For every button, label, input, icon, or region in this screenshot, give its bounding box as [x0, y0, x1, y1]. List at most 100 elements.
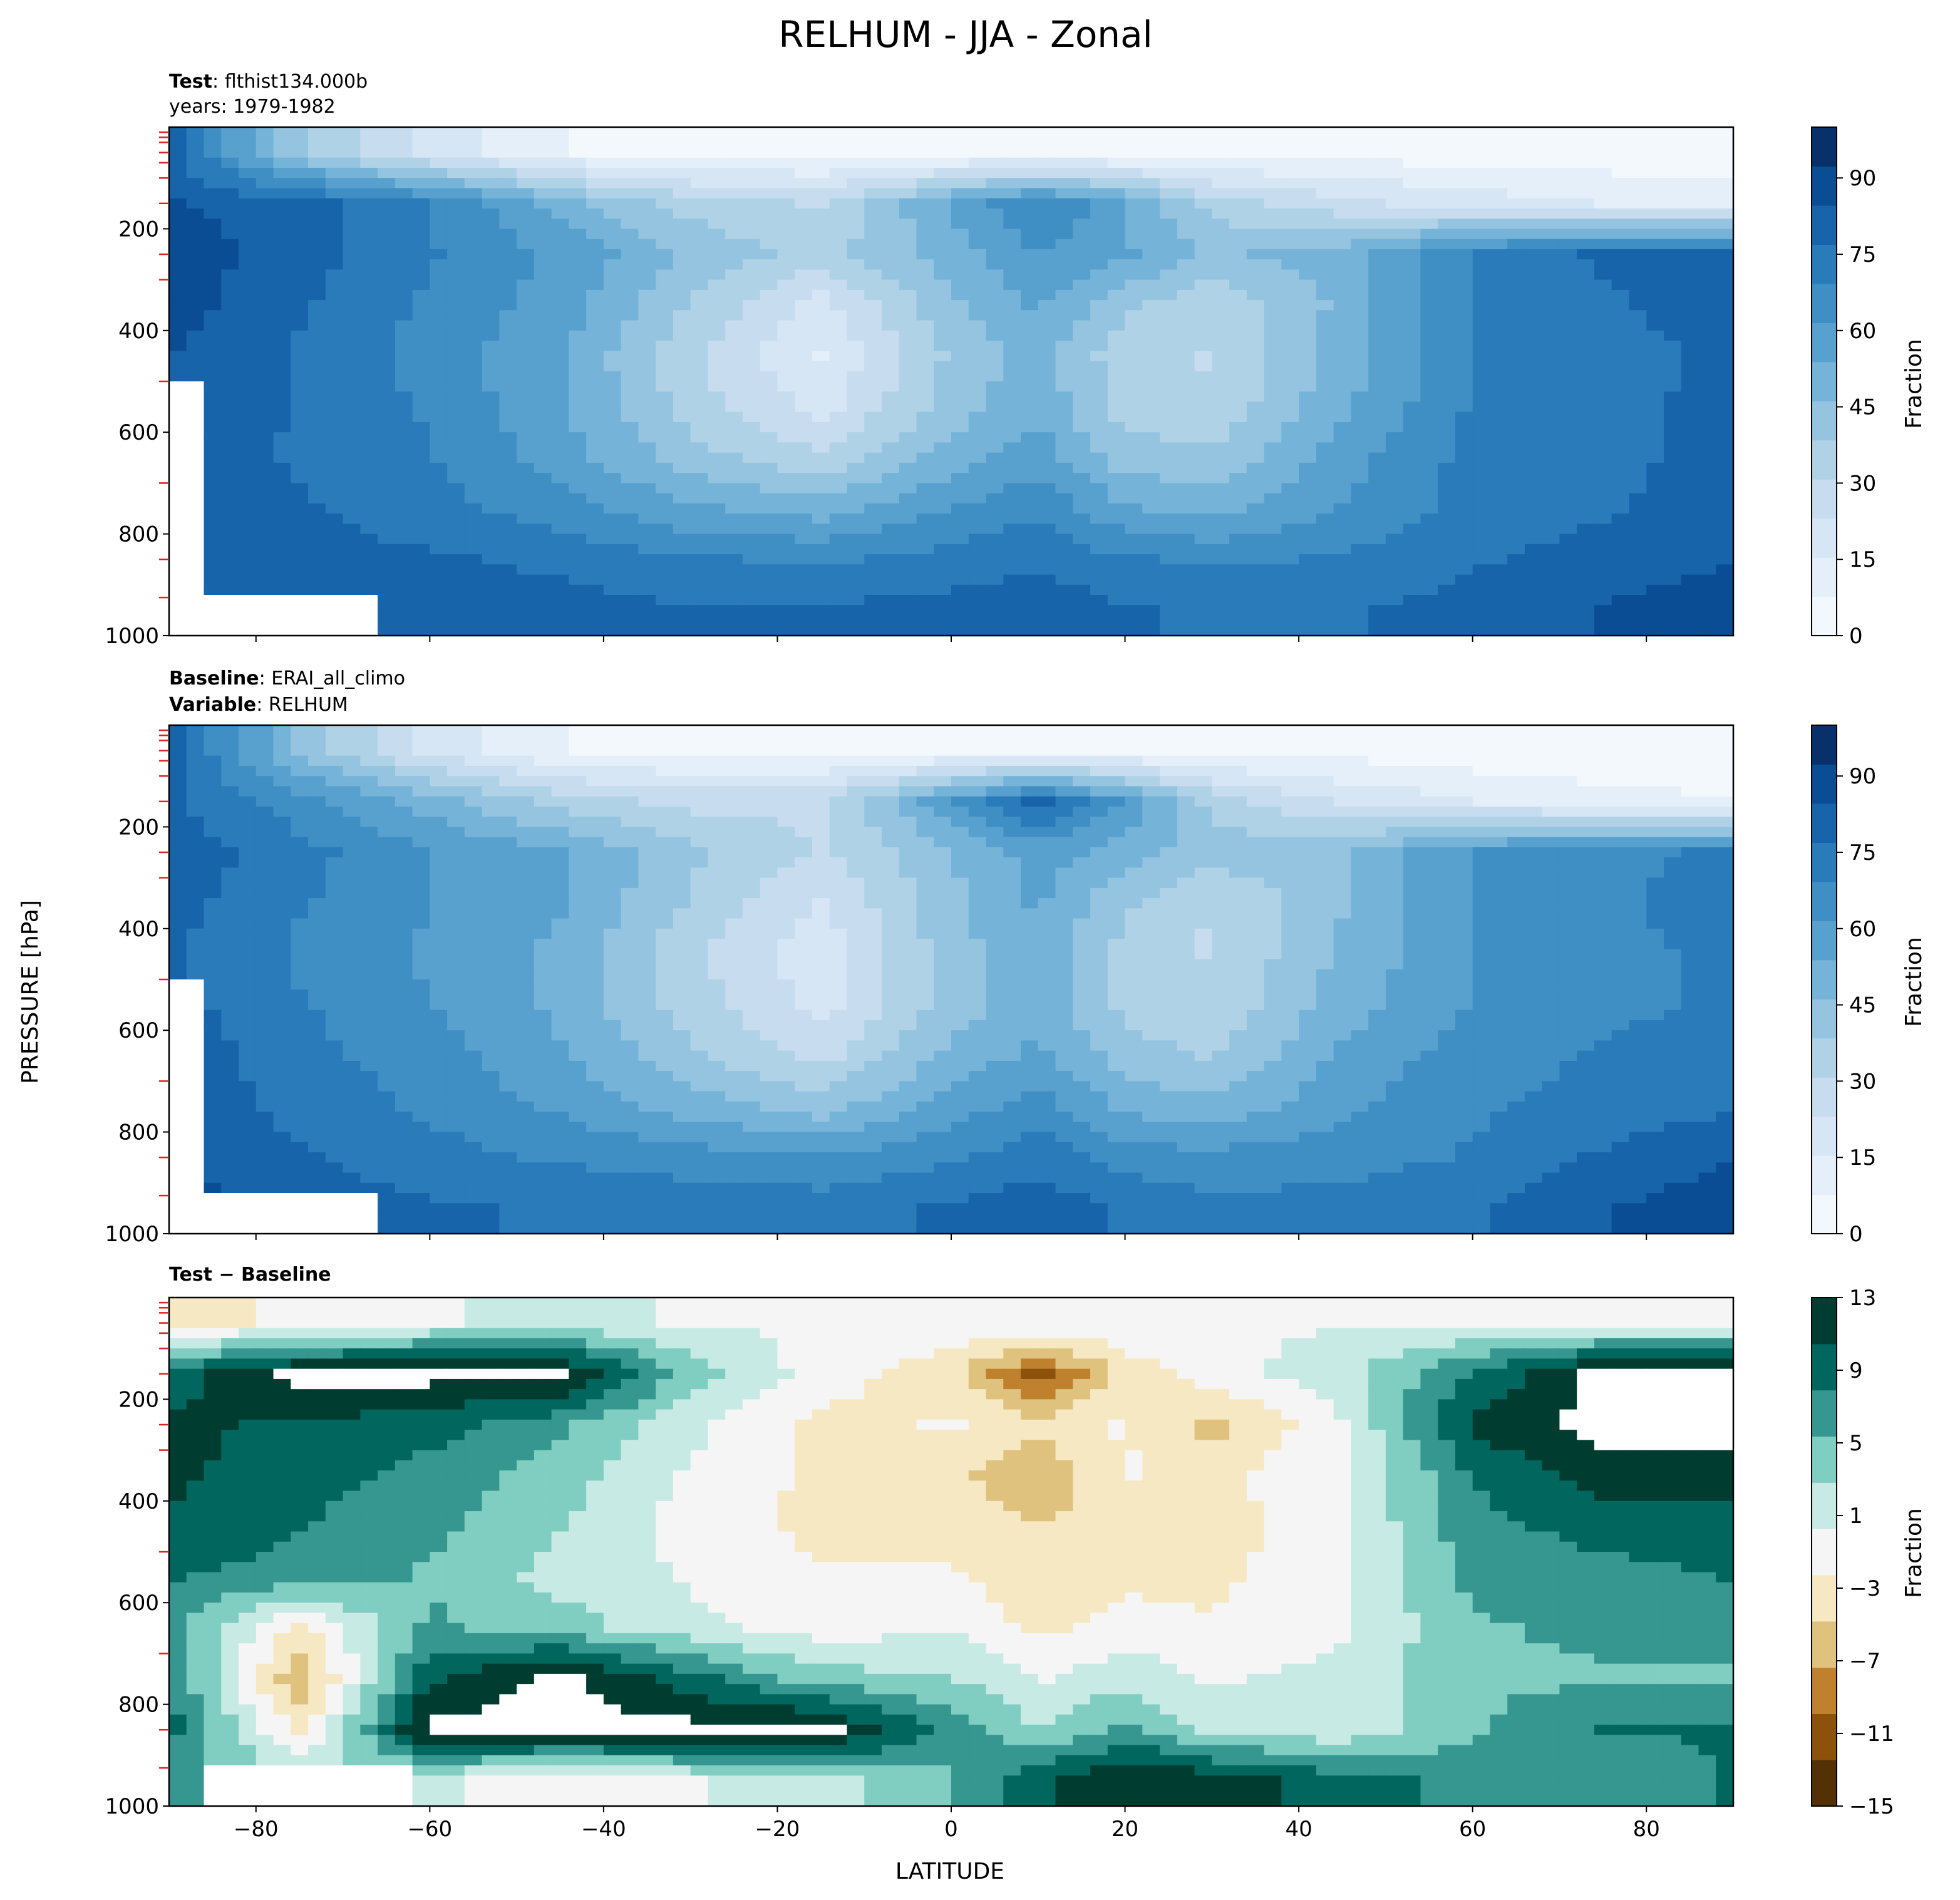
contour-cell: [1246, 147, 1265, 158]
contour-cell: [1385, 157, 1404, 168]
colorbar-segment: [1812, 401, 1837, 441]
contour-cell: [291, 137, 309, 148]
contour-cell: [1385, 735, 1404, 746]
contour-cell: [899, 493, 917, 504]
contour-cell: [638, 411, 656, 423]
contour-cell: [1716, 310, 1734, 321]
contour-cell: [1611, 605, 1630, 616]
contour-cell: [742, 442, 761, 453]
contour-cell: [1229, 289, 1247, 301]
contour-cell: [343, 289, 361, 301]
contour-cell: [1177, 442, 1195, 453]
contour-cell: [1160, 432, 1178, 443]
contour-cell: [447, 442, 465, 453]
contour-cell: [864, 452, 882, 463]
contour-cell: [447, 351, 465, 362]
contour-cell: [829, 208, 848, 219]
contour-cell: [1264, 178, 1282, 189]
contour-cell: [1264, 188, 1282, 199]
contour-cell: [1264, 493, 1282, 504]
contour-cell: [325, 289, 344, 301]
contour-cell: [899, 289, 917, 301]
contour-cell: [829, 605, 848, 616]
contour-cell: [204, 473, 222, 484]
contour-cell: [777, 534, 795, 545]
contour-cell: [221, 229, 239, 240]
contour-cell: [1125, 615, 1143, 626]
contour-cell: [1559, 564, 1577, 576]
contour-cell: [1490, 310, 1508, 321]
contour-cell: [1264, 745, 1282, 756]
contour-cell: [1021, 137, 1039, 148]
contour-cell: [169, 432, 187, 443]
contour-cell: [464, 157, 483, 168]
contour-cell: [430, 442, 448, 453]
contour-cell: [1021, 735, 1039, 746]
contour-cell: [1611, 219, 1630, 230]
contour-cell: [725, 167, 743, 178]
contour-cell: [1663, 493, 1682, 504]
contour-cell: [1090, 625, 1108, 636]
contour-cell: [881, 483, 900, 494]
contour-cell: [1160, 330, 1178, 341]
contour-cell: [1681, 493, 1700, 504]
contour-cell: [1090, 442, 1108, 453]
contour-cell: [1629, 452, 1648, 463]
contour-cell: [656, 514, 674, 525]
contour-cell: [499, 735, 517, 746]
contour-cell: [204, 391, 222, 403]
contour-cell: [1472, 330, 1491, 341]
contour-cell: [812, 483, 830, 494]
contour-cell: [1246, 167, 1265, 178]
contour-cell: [621, 432, 639, 443]
contour-cell: [1264, 289, 1282, 301]
contour-cell: [1646, 401, 1664, 413]
contour-cell: [742, 239, 761, 250]
contour-cell: [1438, 229, 1456, 240]
contour-cell: [308, 351, 326, 362]
contour-cell: [656, 421, 674, 433]
contour-cell: [829, 279, 848, 291]
contour-cell: [1629, 564, 1648, 576]
contour-cell: [690, 503, 709, 514]
contour-cell: [1212, 219, 1230, 230]
contour-cell: [1681, 289, 1700, 301]
contour-cell: [378, 198, 396, 209]
contour-cell: [343, 269, 361, 281]
contour-cell: [1038, 442, 1056, 453]
contour-cell: [1142, 584, 1160, 596]
contour-cell: [1073, 483, 1091, 494]
contour-cell: [1698, 605, 1717, 616]
contour-cell: [1542, 524, 1560, 535]
contour-cell: [1663, 564, 1682, 576]
contour-cell: [534, 320, 552, 331]
contour-cell: [1698, 584, 1717, 596]
contour-cell: [1055, 127, 1074, 138]
contour-cell: [1107, 595, 1126, 606]
contour-cell: [656, 462, 674, 473]
contour-cell: [1107, 564, 1126, 576]
contour-cell: [656, 391, 674, 403]
contour-cell: [1577, 554, 1595, 565]
contour-cell: [603, 239, 622, 250]
contour-cell: [255, 554, 274, 565]
contour-cell: [221, 755, 239, 767]
contour-cell: [795, 198, 813, 209]
contour-cell: [1177, 421, 1195, 433]
contour-cell: [1577, 269, 1595, 281]
contour-cell: [412, 269, 431, 281]
contour-cell: [1385, 725, 1404, 736]
contour-cell: [186, 381, 205, 393]
contour-cell: [1577, 452, 1595, 463]
contour-cell: [1385, 167, 1404, 178]
contour-cell: [325, 421, 344, 433]
contour-cell: [1125, 483, 1143, 494]
contour-cell: [204, 361, 222, 372]
contour-cell: [725, 625, 743, 636]
contour-cell: [569, 239, 587, 250]
contour-cell: [534, 341, 552, 352]
contour-cell: [1107, 493, 1126, 504]
contour-cell: [1577, 310, 1595, 321]
contour-cell: [742, 554, 761, 565]
contour-cell: [656, 229, 674, 240]
